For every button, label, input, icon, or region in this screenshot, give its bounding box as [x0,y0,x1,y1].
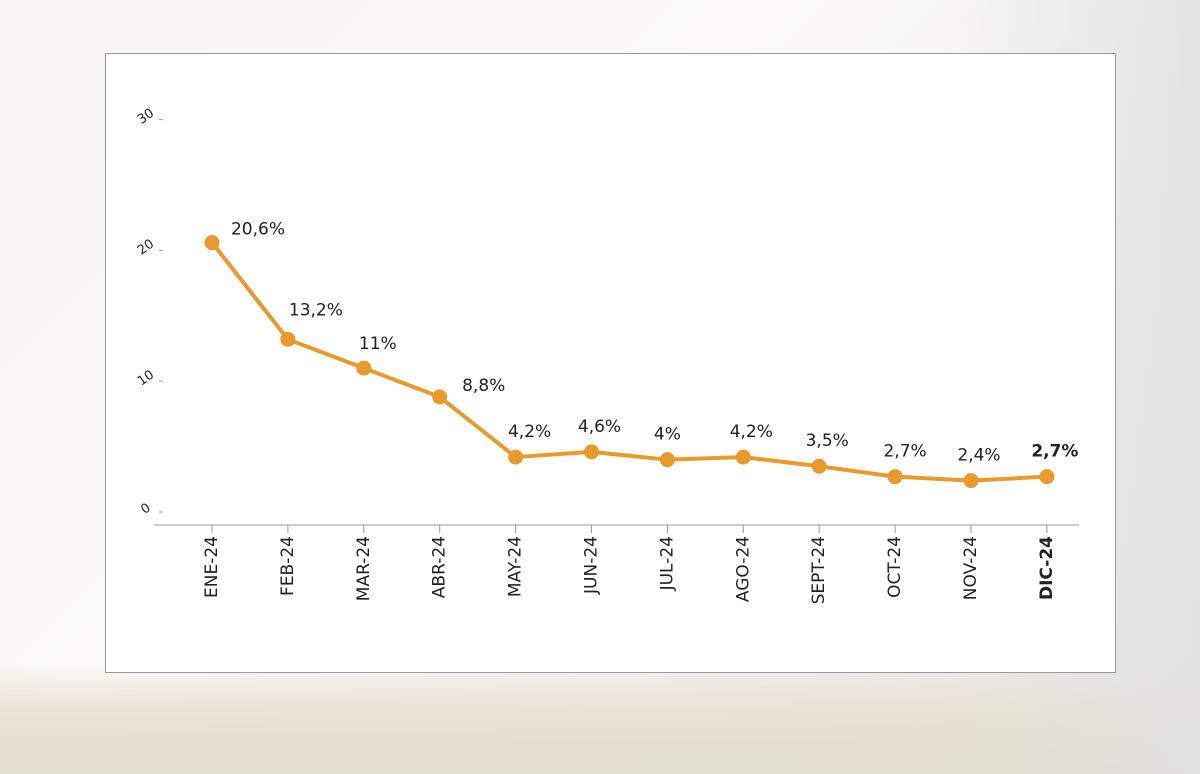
data-point [584,444,599,460]
data-point [508,449,524,465]
series-line [210,240,1049,483]
x-tick-label: DIC-24 [1037,536,1057,600]
data-point [659,452,675,468]
x-tick-label: ENE-24 [202,536,222,598]
data-point [887,469,903,485]
x-tick-label: AGO-24 [733,536,753,602]
y-tick-label: 20 [135,237,157,259]
x-tick-label: OCT-24 [885,536,905,598]
x-tick-label: JUN-24 [582,536,602,595]
x-tick-label: NOV-24 [961,536,981,600]
data-point [432,389,448,405]
data-label: 3,5% [806,431,849,451]
data-label: 4,2% [508,422,551,442]
data-point [735,449,751,465]
chart-panel: 0 10 20 30 ENE-24 FEB-24 MAR-24 ABR-24 MAY-24 JU… [105,53,1116,673]
y-tick-label: 0 [138,501,153,518]
data-label: 4,6% [578,417,621,437]
data-point [963,473,979,489]
data-label: 2,7% [883,442,926,462]
data-point [1039,469,1055,485]
data-label: 11% [359,334,397,354]
series-polyline [210,240,1049,483]
data-label: 4,2% [730,422,773,442]
data-point [280,331,296,347]
data-labels: 20,6% 13,2% 11% 8,8% 4,2% 4,6% 4% 4,2% 3,5% 2,7% 2… [231,220,1078,466]
data-point [204,235,220,251]
data-label: 20,6% [231,220,285,240]
x-tick-label: MAY-24 [506,536,526,597]
x-tick-label: FEB-24 [278,536,298,596]
data-label: 2,7% [1031,442,1078,462]
x-tick-label: JUL-24 [657,536,677,591]
y-axis: 0 10 20 30 [135,106,163,518]
data-label: 4% [654,425,681,445]
y-tick-label: 10 [135,367,157,389]
x-tick-label: MAR-24 [354,536,374,601]
data-label: 8,8% [462,376,505,396]
line-chart: 0 10 20 30 ENE-24 FEB-24 MAR-24 ABR-24 MAY-24 JU… [135,106,1079,604]
data-points [204,235,1055,489]
x-tick-label: ABR-24 [430,536,450,598]
data-label: 2,4% [957,446,1000,466]
y-tick-label: 30 [135,106,157,128]
x-tick-label: SEPT-24 [809,536,829,604]
x-axis: ENE-24 FEB-24 MAR-24 ABR-24 MAY-24 JUN-24 JUL-… [154,524,1079,604]
data-point [356,360,372,376]
data-label: 13,2% [289,300,343,320]
data-point [811,458,827,474]
